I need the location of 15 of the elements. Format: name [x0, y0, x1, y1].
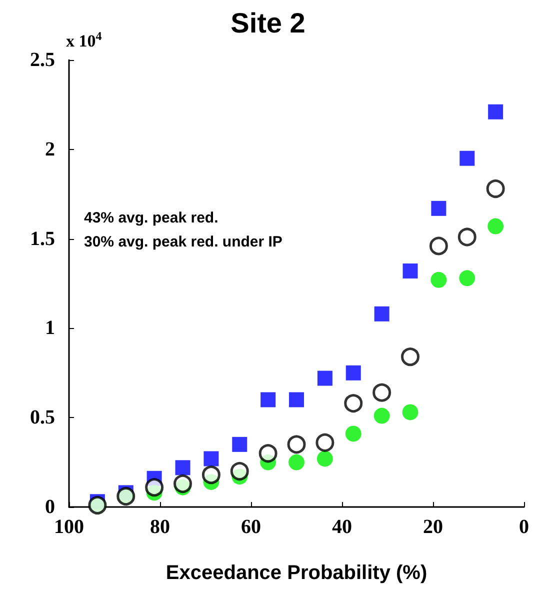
y-tick-label: 2.5	[30, 49, 55, 71]
annotation: 43% avg. peak red. 30% avg. peak red. under IP	[84, 210, 282, 250]
y-tick-label: 0	[45, 496, 55, 518]
y-tick-label: 2	[45, 138, 55, 160]
x-tick-label: 80	[150, 516, 170, 538]
chart-title: Site 2	[230, 8, 306, 38]
y-tick-label: 1.5	[30, 228, 55, 250]
y-tick-label: 1	[45, 317, 55, 340]
x-axis-title: Exceedance Probability (%)	[166, 562, 428, 584]
y-tick-label: 0.5	[30, 406, 55, 429]
x-tick-label: 100	[54, 516, 84, 538]
x-tick-label: 0	[519, 516, 529, 538]
x-tick-label: 60	[241, 516, 261, 538]
x-tick-label: 40	[332, 516, 352, 538]
x-tick-label: 20	[423, 516, 443, 538]
